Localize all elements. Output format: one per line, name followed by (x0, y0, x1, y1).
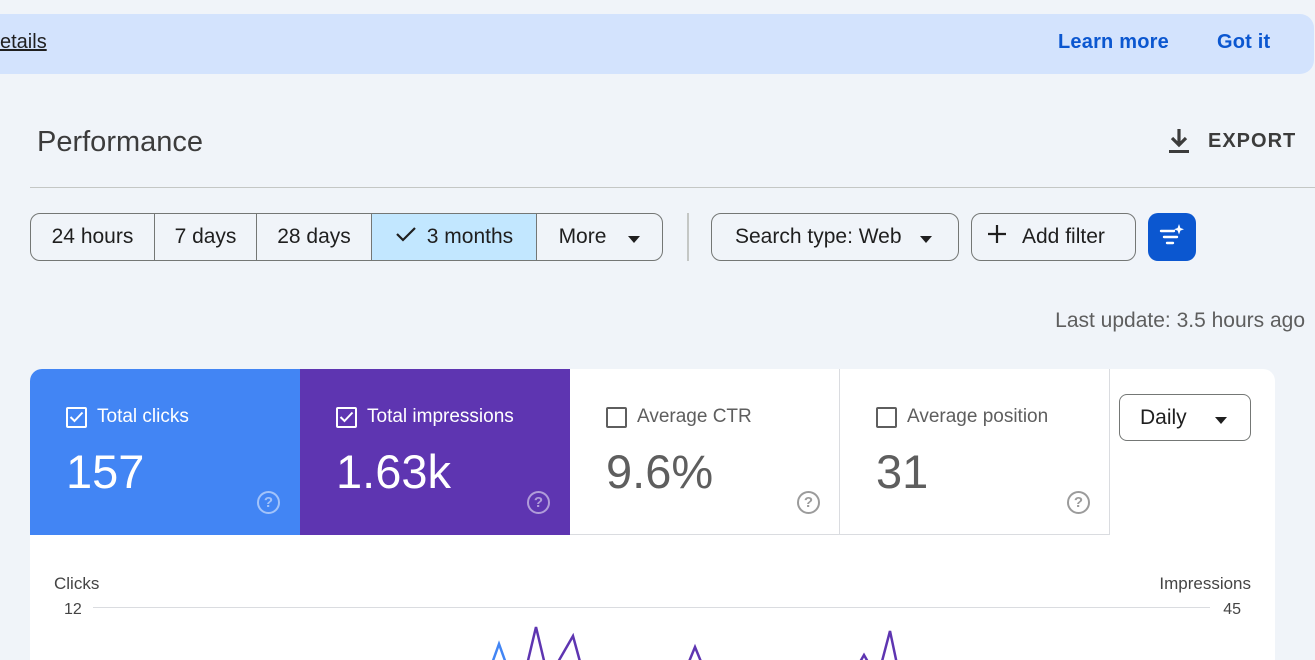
metric-average-position[interactable]: Average position 31 ? (840, 369, 1110, 535)
date-range-24-hours[interactable]: 24 hours (31, 214, 155, 260)
add-filter-label: Add filter (1022, 225, 1105, 248)
date-range-28-days[interactable]: 28 days (257, 214, 372, 260)
granularity-dropdown[interactable]: Daily (1119, 394, 1251, 441)
banner-details-link[interactable]: etails (0, 31, 47, 53)
performance-card: Total clicks 157 ? Total impressions 1.6… (30, 369, 1275, 660)
series-line-clicks (491, 640, 507, 660)
metric-total-impressions[interactable]: Total impressions 1.63k ? (300, 369, 570, 535)
checkbox-unchecked-icon (606, 406, 627, 428)
metric-header: Total impressions (336, 406, 514, 428)
metric-label: Average position (907, 406, 1049, 427)
checkbox-unchecked-icon (876, 406, 897, 428)
filter-sparkle-icon (1158, 222, 1186, 253)
export-label: EXPORT (1208, 129, 1297, 152)
plus-icon (986, 223, 1008, 251)
y-axis-left-title: Clicks (54, 574, 100, 593)
checkbox-checked-icon (66, 406, 87, 428)
page-title: Performance (37, 126, 204, 158)
date-range-7-days[interactable]: 7 days (155, 214, 257, 260)
last-update-text: Last update: 3.5 hours ago (1055, 309, 1305, 332)
header-divider (30, 187, 1315, 188)
search-type-dropdown[interactable]: Search type: Web (711, 213, 959, 261)
performance-chart (93, 607, 1210, 660)
help-icon[interactable]: ? (797, 491, 820, 514)
granularity-label: Daily (1140, 405, 1187, 429)
metric-label: Total clicks (97, 406, 189, 427)
chevron-down-icon (628, 225, 641, 249)
date-range-3-months[interactable]: 3 months (372, 214, 537, 260)
date-range-selector: 24 hours 7 days 28 days 3 months More (30, 213, 663, 261)
date-range-label: 28 days (277, 225, 351, 248)
date-range-label: 3 months (426, 225, 514, 248)
add-filter-button[interactable]: Add filter (971, 213, 1136, 261)
learn-more-link[interactable]: Learn more (1058, 31, 1169, 53)
date-range-label: 24 hours (51, 225, 134, 248)
help-icon[interactable]: ? (527, 491, 550, 514)
check-icon (395, 225, 417, 249)
series-line-impressions (526, 626, 898, 660)
date-range-label: 7 days (174, 225, 237, 248)
metric-header: Total clicks (66, 406, 189, 428)
download-icon (1166, 127, 1192, 155)
y-axis-right-tick: 45 (1223, 601, 1241, 618)
metric-value: 157 (66, 445, 145, 498)
metric-value: 31 (876, 445, 929, 498)
metric-header: Average position (876, 406, 1048, 428)
metric-value: 9.6% (606, 445, 714, 498)
y-axis-left-tick: 12 (64, 601, 82, 618)
date-range-more[interactable]: More (537, 214, 662, 260)
notification-banner (0, 14, 1314, 74)
date-range-label: More (558, 225, 607, 248)
metric-label: Average CTR (637, 406, 752, 427)
metric-average-ctr[interactable]: Average CTR 9.6% ? (570, 369, 840, 535)
toolbar-separator (687, 213, 689, 261)
checkbox-checked-icon (336, 406, 357, 428)
metric-total-clicks[interactable]: Total clicks 157 ? (30, 369, 300, 535)
search-type-label: Search type: Web (735, 225, 902, 248)
help-icon[interactable]: ? (257, 491, 280, 514)
metric-label: Total impressions (367, 406, 514, 427)
filter-settings-button[interactable] (1148, 213, 1196, 261)
chevron-down-icon (1214, 406, 1227, 430)
y-axis-right-title: Impressions (1159, 574, 1251, 593)
got-it-button[interactable]: Got it (1217, 31, 1271, 53)
help-icon[interactable]: ? (1067, 491, 1090, 514)
chevron-down-icon (919, 225, 932, 249)
export-button[interactable]: EXPORT (1166, 124, 1296, 158)
metric-header: Average CTR (606, 406, 752, 428)
metric-value: 1.63k (336, 445, 451, 498)
